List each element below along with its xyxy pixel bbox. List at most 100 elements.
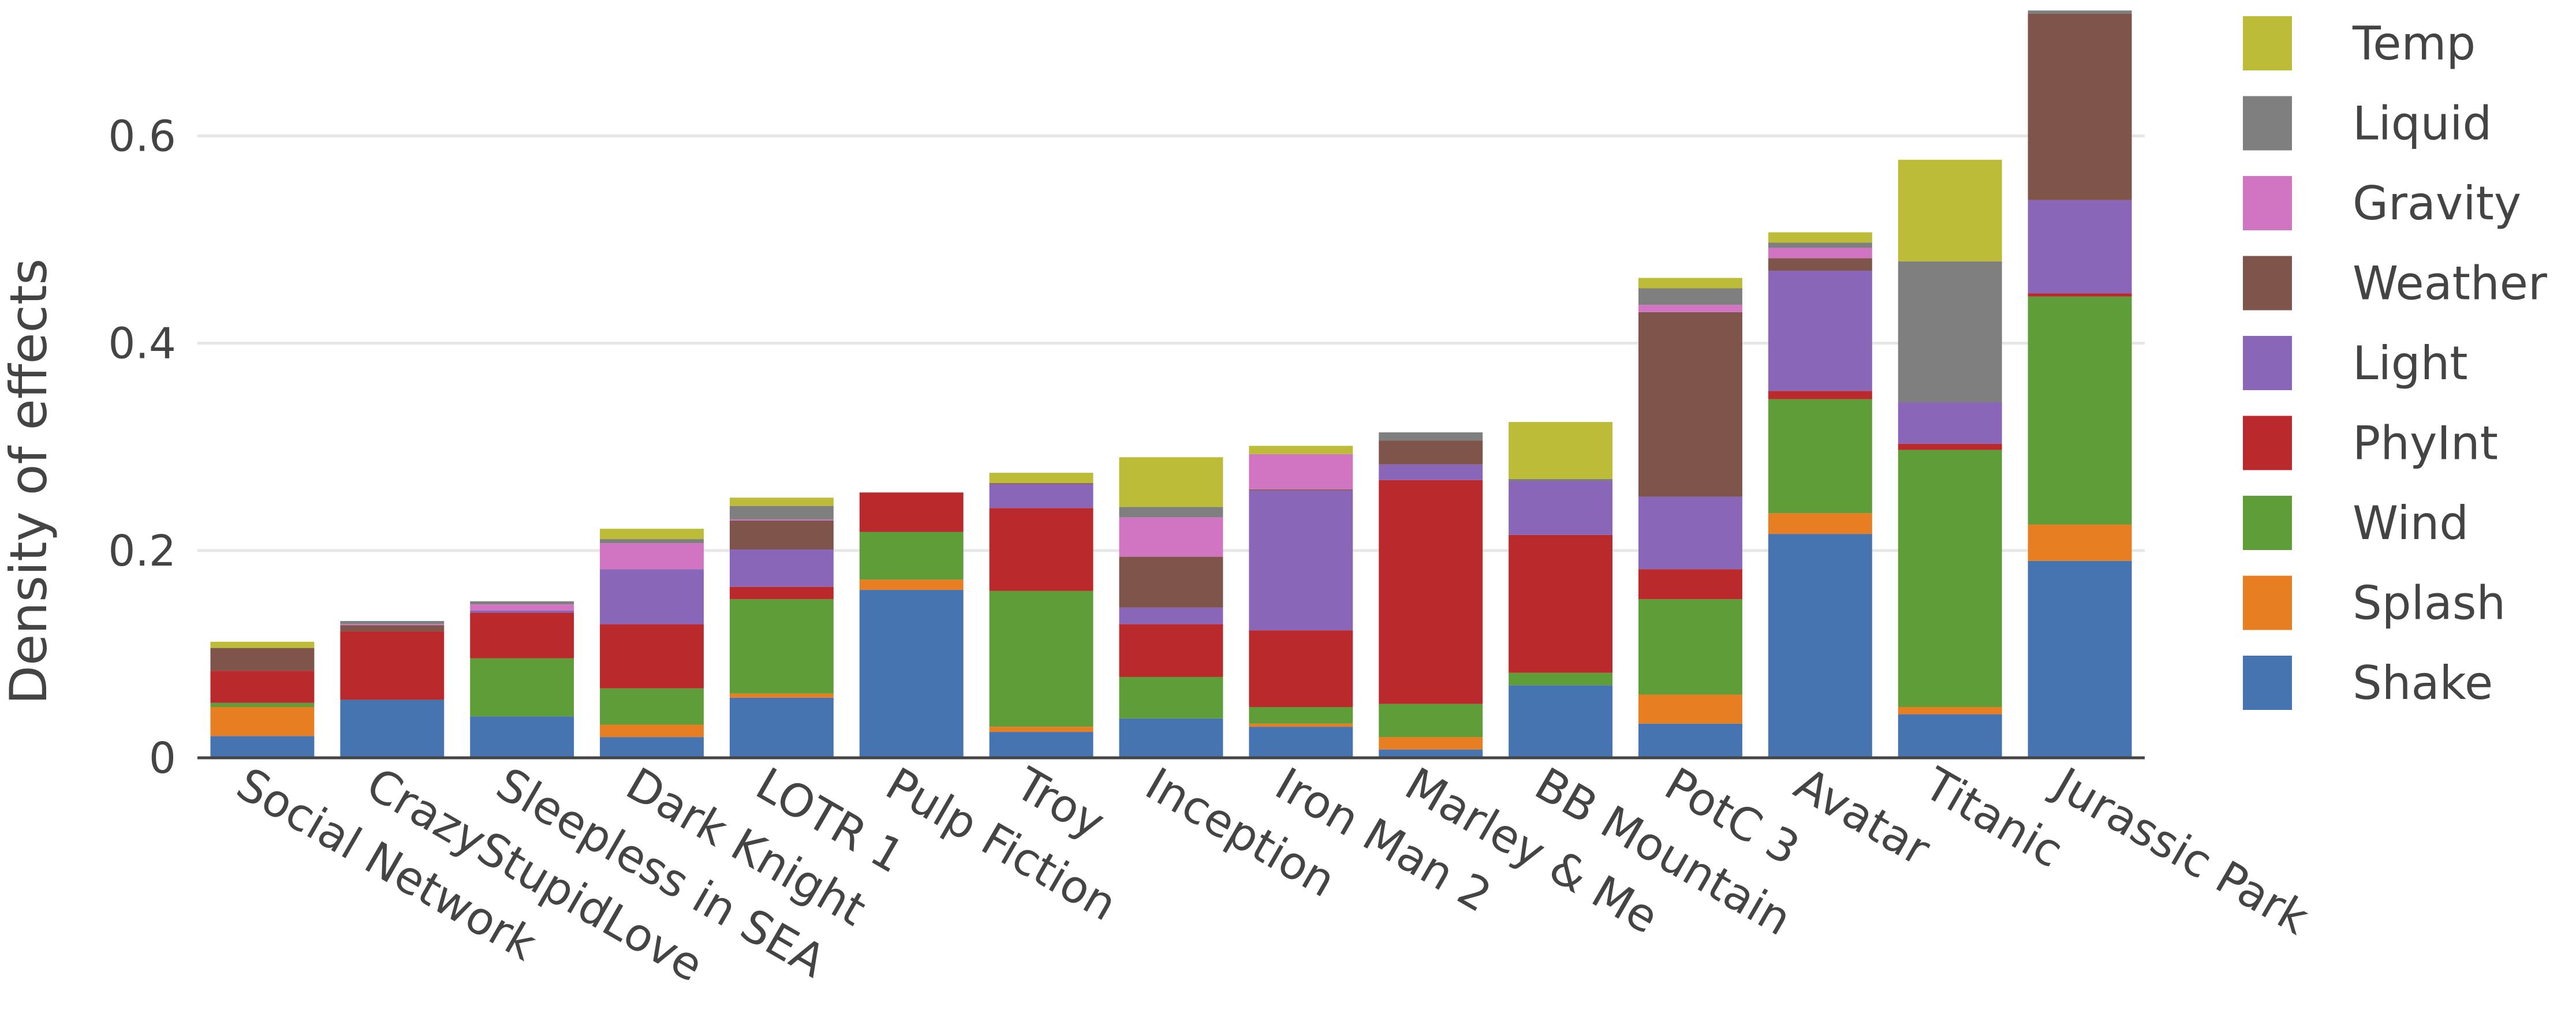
legend-swatch: [2243, 575, 2292, 630]
legend-swatch: [2243, 496, 2292, 550]
bar-segment: [1768, 513, 1872, 534]
bar-segment: [1249, 446, 1353, 454]
bar-segment: [1379, 464, 1483, 480]
bar-segment: [600, 724, 704, 738]
bar-segment: [989, 590, 1093, 727]
bar-segment: [210, 707, 315, 736]
legend-label: Temp: [2352, 17, 2476, 70]
bar-segment: [340, 700, 445, 758]
bar-segment: [1638, 278, 1742, 289]
bar-segment: [1379, 432, 1483, 441]
bar-segment: [729, 697, 834, 758]
bar-segment: [1638, 723, 1742, 758]
bar-segment: [1638, 694, 1742, 724]
bar-segment: [1379, 440, 1483, 465]
bar-segment: [1119, 517, 1223, 557]
bar-segment: [1509, 672, 1613, 686]
bar-segment: [1638, 312, 1742, 497]
bar-segment: [1768, 242, 1872, 248]
bar-segment: [470, 612, 574, 659]
y-tick-label: 0.2: [108, 526, 176, 576]
legend-swatch: [2243, 656, 2292, 710]
bar-segment: [1379, 749, 1483, 758]
bar-segment: [2028, 524, 2132, 561]
bar-segment: [989, 473, 1093, 484]
bar-segment: [600, 529, 704, 540]
bar-segment: [470, 610, 574, 613]
bar-segment: [1249, 454, 1353, 489]
bar-segment: [2028, 560, 2132, 758]
bar-segment: [729, 506, 834, 519]
bar-segment: [1119, 457, 1223, 507]
bar-segment: [1638, 496, 1742, 570]
legend-label: Gravity: [2353, 177, 2521, 230]
bar-segment: [859, 532, 964, 580]
bar-segment: [1638, 599, 1742, 695]
bar-segment: [1638, 569, 1742, 600]
legend: Temp Liquid Gravity Weather Light PhyInt Wind S…: [2243, 16, 2547, 710]
bar-segment: [210, 736, 315, 758]
x-tick-label: Jurassic Park: [2043, 757, 2317, 945]
bar-segment: [1768, 399, 1872, 514]
bar-segment: [340, 620, 445, 624]
bar-segment: [989, 483, 1093, 484]
legend-label: Liquid: [2353, 97, 2492, 151]
bar-segment: [1898, 261, 2002, 403]
bar-segment: [1249, 707, 1353, 724]
bar-segment: [600, 543, 704, 570]
bar-segment: [470, 658, 574, 717]
bar-segment: [2028, 13, 2132, 200]
bar-segment: [210, 671, 315, 703]
legend-swatch: [2243, 416, 2292, 470]
bar-segment: [859, 579, 964, 590]
bar-segment: [600, 569, 704, 624]
bar-segment: [470, 716, 574, 758]
bar-segment: [1898, 159, 2002, 261]
bar-segment: [1898, 443, 2002, 450]
bar-segment: [2028, 10, 2132, 14]
bar-segment: [729, 693, 834, 698]
bar-segment: [1509, 481, 1613, 535]
bar-segment: [989, 508, 1093, 591]
bar-segment: [1509, 422, 1613, 479]
bar-segment: [1509, 685, 1613, 758]
bar-segment: [1638, 288, 1742, 305]
bar-segment: [1898, 450, 2002, 708]
bar-segment: [1898, 707, 2002, 715]
legend-swatch: [2243, 336, 2292, 390]
legend-swatch: [2243, 256, 2292, 311]
bar-segment: [1249, 630, 1353, 708]
bar-segment: [859, 590, 964, 758]
y-tick-label: 0.6: [108, 112, 176, 162]
bar-segment: [470, 604, 574, 611]
bar-segment: [1249, 489, 1353, 491]
y-tick-label: 0.4: [108, 319, 176, 369]
bar-segment: [1768, 232, 1872, 243]
bar-segment: [1509, 534, 1613, 673]
bar-segment: [210, 641, 315, 648]
bar-segment: [1509, 478, 1613, 481]
x-tick-label: Titanic: [1915, 758, 2071, 878]
legend-label: Splash: [2353, 577, 2506, 630]
x-tick-label: Avatar: [1786, 758, 1939, 877]
bar-segment: [340, 624, 445, 626]
bar-segment: [1768, 258, 1872, 271]
bar-segment: [1379, 480, 1483, 704]
bar-segment: [1119, 607, 1223, 624]
bar-segment: [729, 498, 834, 506]
bar-segment: [989, 484, 1093, 508]
bar-segment: [729, 586, 834, 600]
legend-label: Weather: [2353, 257, 2547, 311]
bar-segment: [1119, 718, 1223, 758]
bar-segment: [2028, 296, 2132, 525]
bar-segment: [859, 492, 964, 532]
bar-segment: [340, 631, 445, 700]
bar-segment: [729, 549, 834, 587]
bar-segment: [600, 688, 704, 725]
bar-segment: [210, 702, 315, 708]
bar-segment: [600, 737, 704, 758]
legend-label: PhyInt: [2353, 417, 2498, 470]
bar-segment: [210, 648, 315, 671]
bar-segment: [1249, 490, 1353, 631]
